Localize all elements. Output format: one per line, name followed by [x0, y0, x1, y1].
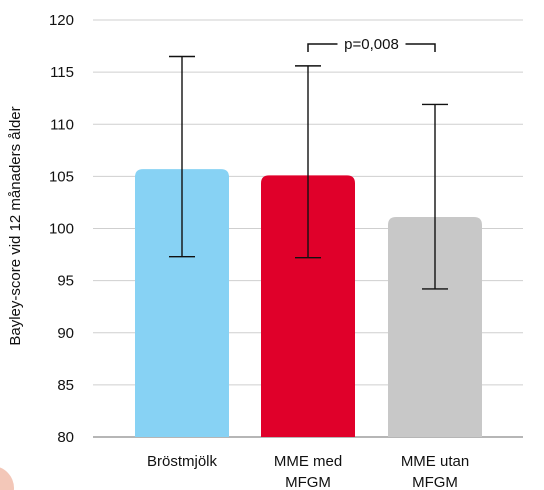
y-tick-label: 95: [57, 273, 74, 290]
bar: [388, 217, 482, 437]
y-tick-label: 100: [49, 221, 74, 238]
x-category-label: MFGM: [412, 474, 458, 490]
y-axis-label: Bayley-score vid 12 månaders ålder: [7, 106, 24, 345]
category-labels: Bröstmjölk MME med MFGM MME utan MFGM: [147, 453, 469, 490]
x-category-label: MFGM: [285, 474, 331, 490]
annotation-mask: [337, 34, 406, 54]
bar: [135, 169, 229, 437]
y-tick-label: 80: [57, 429, 74, 446]
x-category-label: MME utan: [401, 453, 469, 470]
error-bars: [169, 55, 448, 290]
y-tick-labels: 80 85 90 95 100 105 110 115 120: [49, 12, 74, 446]
corner-decoration: [0, 467, 14, 490]
bars: [135, 169, 482, 437]
y-tick-label: 110: [50, 116, 74, 133]
p-value-label: p=0,008: [344, 36, 399, 53]
y-tick-label: 85: [57, 377, 74, 394]
x-category-label: MME med: [274, 453, 342, 470]
x-category-label: Bröstmjölk: [147, 453, 218, 470]
bar: [261, 175, 355, 437]
y-tick-label: 105: [49, 168, 74, 185]
significance-annotation: p=0,008: [307, 34, 436, 54]
y-tick-label: 115: [50, 64, 74, 81]
y-tick-label: 90: [57, 325, 74, 342]
y-tick-label: 120: [49, 12, 74, 29]
